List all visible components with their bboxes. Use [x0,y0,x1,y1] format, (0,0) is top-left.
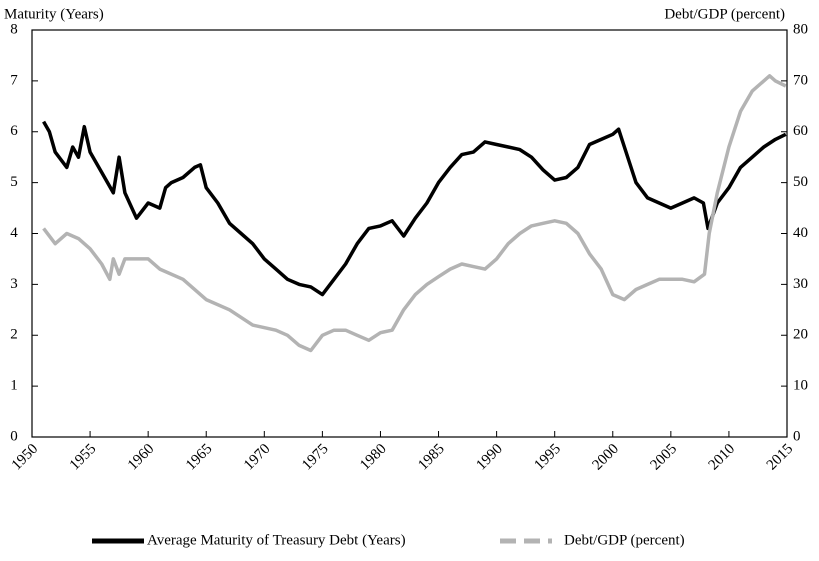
x-tick-label: 1980 [357,441,390,474]
y-tick-label: 5 [10,174,18,190]
legend-label: Debt/GDP (percent) [564,532,685,548]
y-tick-label: 4 [10,225,18,241]
x-tick-label: 2005 [648,441,681,474]
y-tick-label: 0 [10,428,18,444]
x-tick-label: 1970 [241,441,274,474]
y-tick-label: 1 [10,378,18,394]
y2-tick-label: 20 [793,327,808,343]
x-tick-label: 1990 [473,441,506,474]
x-tick-label: 1960 [125,441,158,474]
y2-tick-label: 40 [793,225,808,241]
x-tick-label: 2015 [764,441,797,474]
y2-tick-label: 60 [793,123,808,139]
x-tick-label: 1975 [299,441,332,474]
x-tick-label: 1965 [183,441,216,474]
x-tick-label: 1995 [531,441,564,474]
y2-tick-label: 10 [793,378,808,394]
series-line [42,74,787,353]
y2-tick-label: 30 [793,276,808,292]
y2-tick-label: 50 [793,174,808,190]
y-tick-label: 7 [10,72,18,88]
y2-tick-label: 70 [793,72,808,88]
plot-frame [31,29,788,438]
x-tick-label: 1950 [9,441,42,474]
y-axis-title: Maturity (Years) [4,6,104,22]
x-tick-label: 2010 [706,441,739,474]
y2-axis-title: Debt/GDP (percent) [664,6,785,22]
x-tick-label: 2000 [590,441,623,474]
legend-label: Average Maturity of Treasury Debt (Years… [147,532,406,548]
y-tick-label: 6 [10,123,18,139]
y-tick-label: 8 [10,21,18,37]
y2-tick-label: 80 [793,21,808,37]
x-tick-label: 1985 [415,441,448,474]
x-tick-label: 1955 [67,441,100,474]
y2-tick-label: 0 [793,428,801,444]
y-tick-label: 2 [10,327,18,343]
y-tick-label: 3 [10,276,18,292]
series-line [42,120,787,297]
